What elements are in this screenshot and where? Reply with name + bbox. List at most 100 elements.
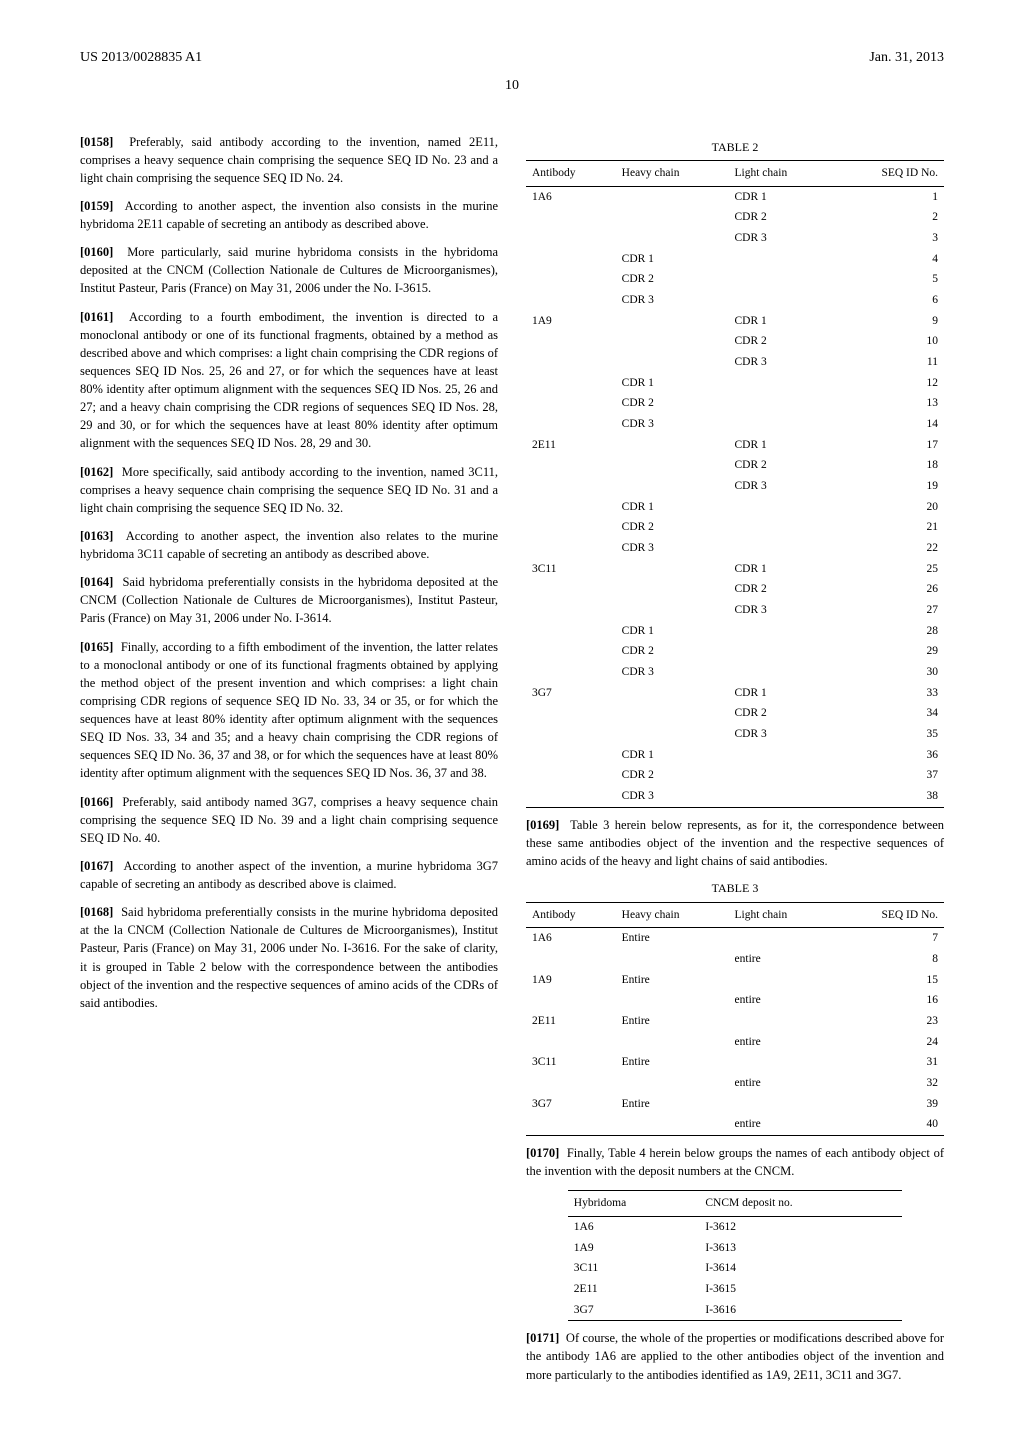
table-cell: 11 xyxy=(833,352,944,373)
table-cell: Entire xyxy=(616,1094,729,1115)
table-row: 1A9Entire15 xyxy=(526,970,944,991)
para-text: Preferably, said antibody according to t… xyxy=(80,135,498,185)
table-cell xyxy=(526,476,616,497)
table-cell xyxy=(526,269,616,290)
para-0168: [0168] Said hybridoma preferentially con… xyxy=(80,903,498,1012)
table-cell: 32 xyxy=(833,1073,944,1094)
table-cell: 38 xyxy=(833,786,944,807)
para-num: [0166] xyxy=(80,795,113,809)
table-cell xyxy=(616,703,729,724)
col-seq: SEQ ID No. xyxy=(833,902,944,928)
table-cell: entire xyxy=(729,949,834,970)
table3-caption: TABLE 3 xyxy=(526,880,944,897)
col-light: Light chain xyxy=(729,160,834,186)
page-number: 10 xyxy=(80,76,944,96)
table-cell xyxy=(526,538,616,559)
table-row: CDR 22 xyxy=(526,207,944,228)
table-cell: CDR 1 xyxy=(729,186,834,207)
table-cell xyxy=(526,1032,616,1053)
table-cell xyxy=(526,1073,616,1094)
table-row: entire24 xyxy=(526,1032,944,1053)
table-cell: 13 xyxy=(833,393,944,414)
table-cell: CDR 3 xyxy=(616,290,729,311)
table-cell xyxy=(526,228,616,249)
table-cell xyxy=(526,949,616,970)
para-num: [0158] xyxy=(80,135,113,149)
table-cell: entire xyxy=(729,1073,834,1094)
right-column: TABLE 2 Antibody Heavy chain Light chain… xyxy=(526,133,944,1394)
table-cell: 23 xyxy=(833,1011,944,1032)
table-cell: I-3612 xyxy=(699,1216,902,1237)
table-cell xyxy=(616,455,729,476)
table-cell xyxy=(729,786,834,807)
table-cell: 18 xyxy=(833,455,944,476)
table-cell: 3G7 xyxy=(526,683,616,704)
table-cell: 36 xyxy=(833,745,944,766)
table-cell xyxy=(526,455,616,476)
table-cell: 1A9 xyxy=(526,970,616,991)
table-cell xyxy=(616,1032,729,1053)
table-cell: 4 xyxy=(833,249,944,270)
table-cell xyxy=(729,249,834,270)
para-text: Preferably, said antibody named 3G7, com… xyxy=(80,795,498,845)
table-cell xyxy=(616,579,729,600)
table-cell: 5 xyxy=(833,269,944,290)
table-row: 3G7CDR 133 xyxy=(526,683,944,704)
table-cell: 21 xyxy=(833,517,944,538)
table-cell: CDR 1 xyxy=(616,249,729,270)
table-2: Antibody Heavy chain Light chain SEQ ID … xyxy=(526,160,944,808)
table-cell: 7 xyxy=(833,928,944,949)
table-cell: 27 xyxy=(833,600,944,621)
table-cell xyxy=(616,1073,729,1094)
table-cell: 39 xyxy=(833,1094,944,1115)
two-column-layout: [0158] Preferably, said antibody accordi… xyxy=(80,133,944,1394)
col-seq: SEQ ID No. xyxy=(833,160,944,186)
table-cell: 20 xyxy=(833,497,944,518)
table-cell xyxy=(616,600,729,621)
para-0163: [0163] According to another aspect, the … xyxy=(80,527,498,563)
table-cell xyxy=(526,352,616,373)
table-cell xyxy=(616,352,729,373)
para-num: [0171] xyxy=(526,1331,559,1345)
para-0165: [0165] Finally, according to a fifth emb… xyxy=(80,638,498,783)
table-row: CDR 112 xyxy=(526,373,944,394)
table-row: CDR 213 xyxy=(526,393,944,414)
table-cell: 1A6 xyxy=(526,186,616,207)
table-cell xyxy=(526,621,616,642)
table2-caption: TABLE 2 xyxy=(526,139,944,156)
table-row: CDR 311 xyxy=(526,352,944,373)
table-cell: CDR 3 xyxy=(729,352,834,373)
table-row: 1A6CDR 11 xyxy=(526,186,944,207)
table-cell: entire xyxy=(729,1114,834,1135)
table-row: CDR 128 xyxy=(526,621,944,642)
table-cell: CDR 3 xyxy=(616,538,729,559)
table-row: 1A9CDR 19 xyxy=(526,311,944,332)
table-cell: 2E11 xyxy=(568,1279,700,1300)
table-cell xyxy=(526,703,616,724)
table-cell: I-3613 xyxy=(699,1238,902,1259)
table-cell xyxy=(729,269,834,290)
page-header: US 2013/0028835 A1 Jan. 31, 2013 xyxy=(80,48,944,68)
table-cell: CDR 2 xyxy=(729,207,834,228)
table-row: CDR 338 xyxy=(526,786,944,807)
table-cell: 33 xyxy=(833,683,944,704)
table-cell xyxy=(729,1011,834,1032)
table-cell: CDR 3 xyxy=(616,662,729,683)
table-cell xyxy=(729,1094,834,1115)
table-row: CDR 33 xyxy=(526,228,944,249)
para-text: Finally, according to a fifth embodiment… xyxy=(80,640,498,781)
table-cell: 2 xyxy=(833,207,944,228)
table-row: 3G7Entire39 xyxy=(526,1094,944,1115)
table-cell: Entire xyxy=(616,970,729,991)
table-cell: CDR 2 xyxy=(729,703,834,724)
table-cell: 3G7 xyxy=(568,1300,700,1321)
table-cell: CDR 2 xyxy=(616,641,729,662)
table-cell xyxy=(616,476,729,497)
table-cell xyxy=(729,928,834,949)
table-cell: 3 xyxy=(833,228,944,249)
table-row: entire16 xyxy=(526,990,944,1011)
para-0158: [0158] Preferably, said antibody accordi… xyxy=(80,133,498,187)
table-cell: I-3614 xyxy=(699,1258,902,1279)
table-row: 2E11I-3615 xyxy=(568,1279,902,1300)
table-cell: 6 xyxy=(833,290,944,311)
